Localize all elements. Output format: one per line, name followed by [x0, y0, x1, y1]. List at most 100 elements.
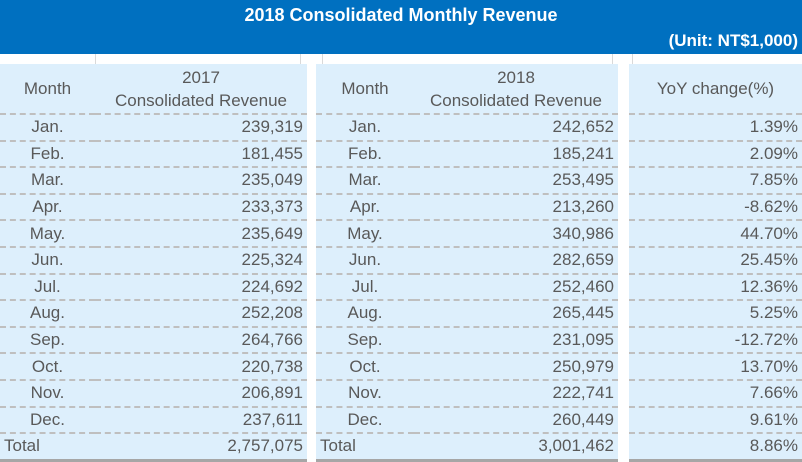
- month-cell: Feb.: [0, 140, 95, 169]
- revenue-2017-table: Month 2017 Consolidated Revenue Jan. 239,…: [0, 64, 307, 462]
- revenue-cell: 235,649: [95, 220, 307, 248]
- table-row: May. 235,649: [0, 220, 307, 248]
- revenue-cell: 252,208: [95, 300, 307, 328]
- table-row: Oct. 220,738: [0, 353, 307, 381]
- revenue-cell: 260,449: [414, 406, 618, 435]
- table-row: 2.09%: [629, 140, 802, 169]
- revenue-cell: 264,766: [95, 326, 307, 355]
- revenue-cell: 222,741: [414, 379, 618, 408]
- yoy-cell: 13.70%: [629, 353, 802, 381]
- table-row: Mar. 235,049: [0, 167, 307, 195]
- table-row: Jul. 224,692: [0, 273, 307, 302]
- revenue-cell: 213,260: [414, 193, 618, 222]
- yoy-cell: 9.61%: [629, 406, 802, 435]
- table-row: Feb. 181,455: [0, 140, 307, 169]
- revenue-cell: 340,986: [414, 220, 618, 248]
- revenue-cell: 265,445: [414, 300, 618, 328]
- revenue-cell: 225,324: [95, 246, 307, 275]
- revenue-cell: 206,891: [95, 379, 307, 408]
- month-cell: Dec.: [0, 406, 95, 435]
- table-row: Sep. 231,095: [316, 326, 618, 355]
- table-row: 1.39%: [629, 114, 802, 142]
- yoy-cell: 1.39%: [629, 114, 802, 142]
- total-row: Total 2,757,075: [0, 433, 307, 462]
- table-row: -12.72%: [629, 326, 802, 355]
- month-cell: Jun.: [0, 246, 95, 275]
- total-label: Total: [0, 433, 95, 462]
- revenue-cell: 239,319: [95, 114, 307, 142]
- table-header-row: Month 2018 Consolidated Revenue: [316, 64, 618, 115]
- month-cell: Apr.: [316, 193, 414, 222]
- month-cell: Mar.: [0, 167, 95, 195]
- table-row: Sep. 264,766: [0, 326, 307, 355]
- month-cell: Aug.: [316, 300, 414, 328]
- month-cell: Dec.: [316, 406, 414, 435]
- table-row: Aug. 265,445: [316, 300, 618, 328]
- table-row: Feb. 185,241: [316, 140, 618, 169]
- month-cell: Nov.: [316, 379, 414, 408]
- table-row: May. 340,986: [316, 220, 618, 248]
- table-row: Aug. 252,208: [0, 300, 307, 328]
- revenue-cell: 235,049: [95, 167, 307, 195]
- total-row: Total 3,001,462: [316, 433, 618, 462]
- table-row: Jan. 242,652: [316, 114, 618, 142]
- month-cell: Sep.: [0, 326, 95, 355]
- yoy-cell: 2.09%: [629, 140, 802, 169]
- month-cell: Feb.: [316, 140, 414, 169]
- revenue-label: Consolidated Revenue: [429, 90, 602, 110]
- column-divider: [612, 54, 613, 64]
- table-row: 7.66%: [629, 379, 802, 408]
- report-title: 2018 Consolidated Monthly Revenue: [244, 5, 558, 25]
- yoy-cell: 7.85%: [629, 167, 802, 195]
- table-row: 12.36%: [629, 273, 802, 302]
- table-row: Jun. 225,324: [0, 246, 307, 275]
- total-row: 8.86%: [629, 433, 802, 462]
- revenue-2017-header: 2017 Consolidated Revenue: [95, 64, 307, 115]
- revenue-cell: 242,652: [414, 114, 618, 142]
- table-row: Oct. 250,979: [316, 353, 618, 381]
- total-label: Total: [316, 433, 414, 462]
- total-value: 3,001,462: [414, 433, 618, 462]
- year-label: 2018: [497, 67, 535, 87]
- revenue-cell: 220,738: [95, 353, 307, 381]
- revenue-cell: 231,095: [414, 326, 618, 355]
- month-cell: Jan.: [316, 114, 414, 142]
- table-header-row: YoY change(%): [629, 64, 802, 115]
- yoy-cell: -8.62%: [629, 193, 802, 222]
- month-cell: Apr.: [0, 193, 95, 222]
- column-divider: [300, 54, 301, 64]
- title-banner: 2018 Consolidated Monthly Revenue (Unit:…: [0, 0, 802, 54]
- table-header-row: Month 2017 Consolidated Revenue: [0, 64, 307, 115]
- month-cell: Jul.: [0, 273, 95, 302]
- column-divider: [322, 54, 323, 64]
- column-divider: [632, 54, 633, 64]
- table-row: -8.62%: [629, 193, 802, 222]
- column-divider: [95, 54, 96, 64]
- table-row: Nov. 206,891: [0, 379, 307, 408]
- table-row: 25.45%: [629, 246, 802, 275]
- year-label: 2017: [182, 67, 220, 87]
- table-row: Nov. 222,741: [316, 379, 618, 408]
- revenue-2018-panel: Month 2018 Consolidated Revenue Jan. 242,…: [316, 64, 618, 462]
- yoy-cell: 5.25%: [629, 300, 802, 328]
- yoy-cell: 44.70%: [629, 220, 802, 248]
- month-cell: Oct.: [0, 353, 95, 381]
- revenue-cell: 237,611: [95, 406, 307, 435]
- table-row: Dec. 237,611: [0, 406, 307, 435]
- table-row: Apr. 233,373: [0, 193, 307, 222]
- revenue-cell: 233,373: [95, 193, 307, 222]
- revenue-2018-table: Month 2018 Consolidated Revenue Jan. 242,…: [316, 64, 618, 462]
- yoy-header: YoY change(%): [629, 64, 802, 115]
- yoy-table: YoY change(%) 1.39% 2.09% 7.85% -8.62% 44.70…: [629, 64, 802, 462]
- table-row: 13.70%: [629, 353, 802, 381]
- total-value: 2,757,075: [95, 433, 307, 462]
- month-header: Month: [316, 64, 414, 115]
- table-row: Jan. 239,319: [0, 114, 307, 142]
- revenue-cell: 185,241: [414, 140, 618, 169]
- yoy-cell: -12.72%: [629, 326, 802, 355]
- month-cell: May.: [316, 220, 414, 248]
- table-row: Apr. 213,260: [316, 193, 618, 222]
- yoy-cell: 25.45%: [629, 246, 802, 275]
- yoy-total: 8.86%: [629, 433, 802, 462]
- month-cell: Oct.: [316, 353, 414, 381]
